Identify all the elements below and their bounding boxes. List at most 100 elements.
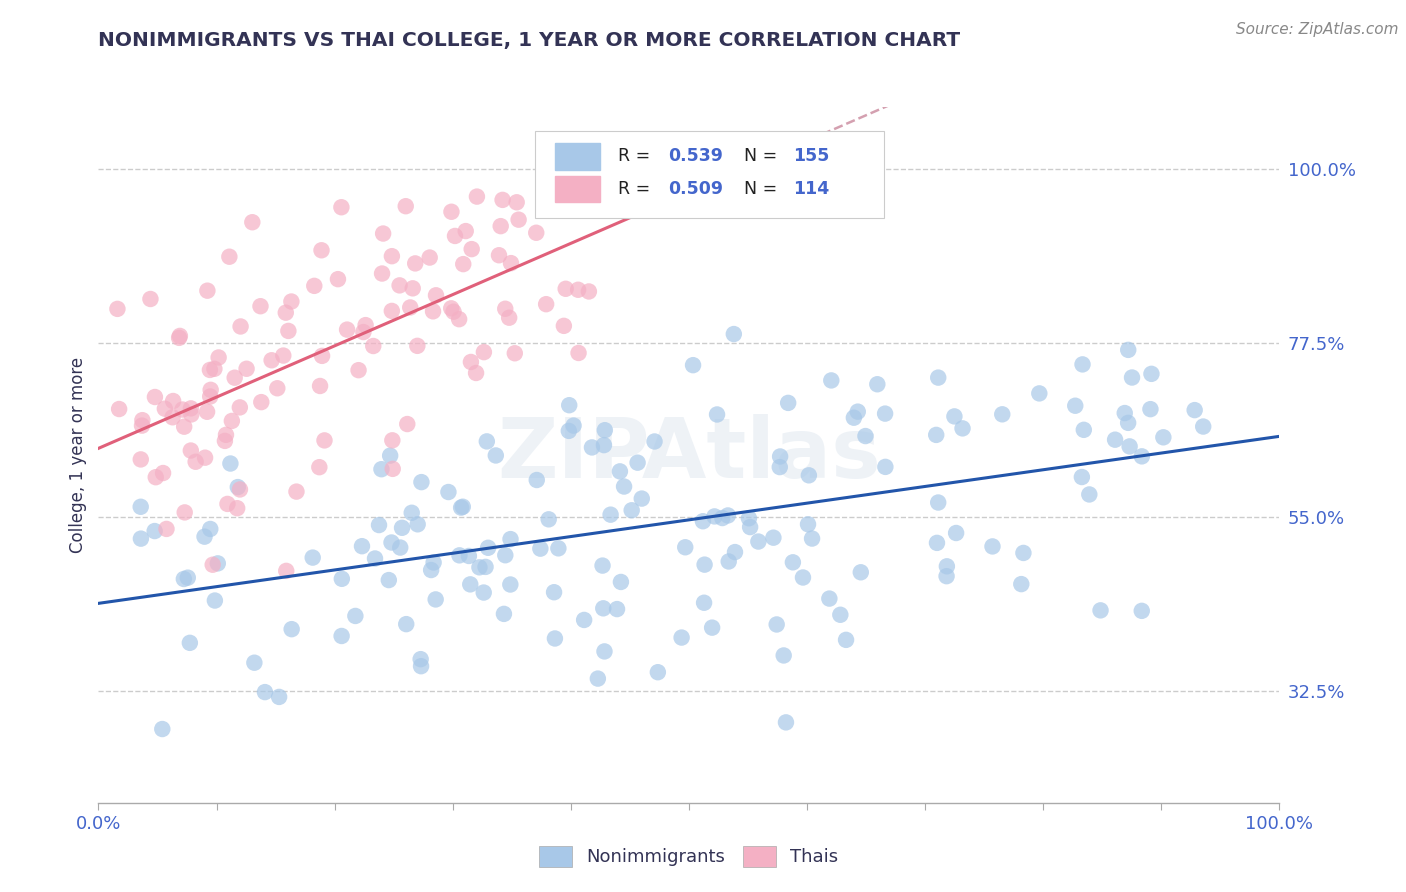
Point — [925, 536, 948, 550]
Point — [693, 596, 716, 610]
Text: Source: ZipAtlas.com: Source: ZipAtlas.com — [1236, 22, 1399, 37]
Point — [221, 414, 243, 428]
Point — [534, 297, 557, 311]
Point — [537, 512, 560, 526]
Point — [202, 361, 225, 376]
Point — [499, 577, 522, 591]
Point — [276, 564, 298, 578]
Point — [875, 407, 897, 421]
Point — [1071, 358, 1094, 372]
Point — [235, 361, 257, 376]
Point — [474, 560, 496, 574]
Legend: Nonimmigrants, Thais: Nonimmigrants, Thais — [533, 838, 845, 874]
Point — [1064, 399, 1087, 413]
Point — [935, 559, 957, 574]
Point — [406, 339, 429, 353]
Point — [952, 421, 974, 435]
Point — [1114, 406, 1136, 420]
Point — [747, 534, 769, 549]
Point — [724, 545, 747, 559]
Point — [217, 497, 239, 511]
Point — [419, 251, 441, 265]
Point — [1130, 450, 1153, 464]
Point — [274, 306, 297, 320]
Point — [935, 569, 957, 583]
Point — [485, 449, 508, 463]
Point — [1140, 367, 1163, 381]
Point — [567, 346, 589, 360]
FancyBboxPatch shape — [536, 131, 884, 219]
Point — [364, 551, 387, 566]
Point — [1139, 402, 1161, 417]
Point — [194, 450, 217, 465]
Point — [457, 549, 479, 563]
Point — [389, 541, 412, 555]
Point — [107, 301, 129, 316]
Point — [508, 212, 530, 227]
Point — [198, 363, 221, 377]
Point — [371, 267, 394, 281]
Point — [162, 410, 184, 425]
Point — [740, 520, 762, 534]
Point — [738, 511, 761, 525]
Point — [927, 495, 949, 509]
Point — [326, 272, 349, 286]
Point — [150, 722, 173, 736]
Point — [226, 480, 249, 494]
Point — [543, 585, 565, 599]
Text: 0.509: 0.509 — [668, 180, 723, 198]
Point — [422, 304, 444, 318]
Point — [184, 455, 207, 469]
Point — [458, 577, 481, 591]
Point — [778, 396, 800, 410]
Point — [108, 402, 131, 417]
Point — [558, 424, 581, 438]
Point — [197, 284, 219, 298]
Point — [420, 563, 443, 577]
Point — [693, 558, 716, 572]
Point — [193, 530, 215, 544]
Point — [488, 248, 510, 262]
Point — [450, 500, 472, 515]
Point — [927, 370, 949, 384]
Point — [572, 613, 595, 627]
Point — [592, 558, 614, 573]
Point — [139, 292, 162, 306]
Point — [451, 257, 474, 271]
Point — [494, 548, 516, 562]
Point — [842, 410, 865, 425]
Point — [499, 256, 522, 270]
Point — [425, 592, 447, 607]
Point — [409, 652, 432, 666]
Point — [215, 427, 238, 442]
Point — [152, 466, 174, 480]
Point — [391, 521, 413, 535]
Point — [1152, 430, 1174, 444]
Point — [492, 607, 515, 621]
Point — [250, 395, 273, 409]
Point — [354, 318, 377, 332]
Point — [797, 468, 820, 483]
Point — [145, 470, 167, 484]
Point — [330, 629, 353, 643]
Point — [846, 404, 869, 418]
Point — [361, 339, 384, 353]
Point — [1104, 433, 1126, 447]
Point — [344, 609, 367, 624]
Point — [593, 423, 616, 437]
Point — [925, 428, 948, 442]
Text: R =: R = — [619, 147, 655, 165]
Point — [692, 514, 714, 528]
Point — [378, 449, 401, 463]
Point — [475, 434, 498, 449]
Point — [226, 501, 249, 516]
Point — [330, 572, 353, 586]
Point — [399, 301, 422, 315]
Point — [381, 462, 404, 476]
Point — [266, 381, 288, 395]
Point — [682, 358, 704, 372]
Point — [198, 390, 221, 404]
Point — [606, 602, 628, 616]
Point — [547, 541, 569, 556]
Point — [468, 560, 491, 574]
